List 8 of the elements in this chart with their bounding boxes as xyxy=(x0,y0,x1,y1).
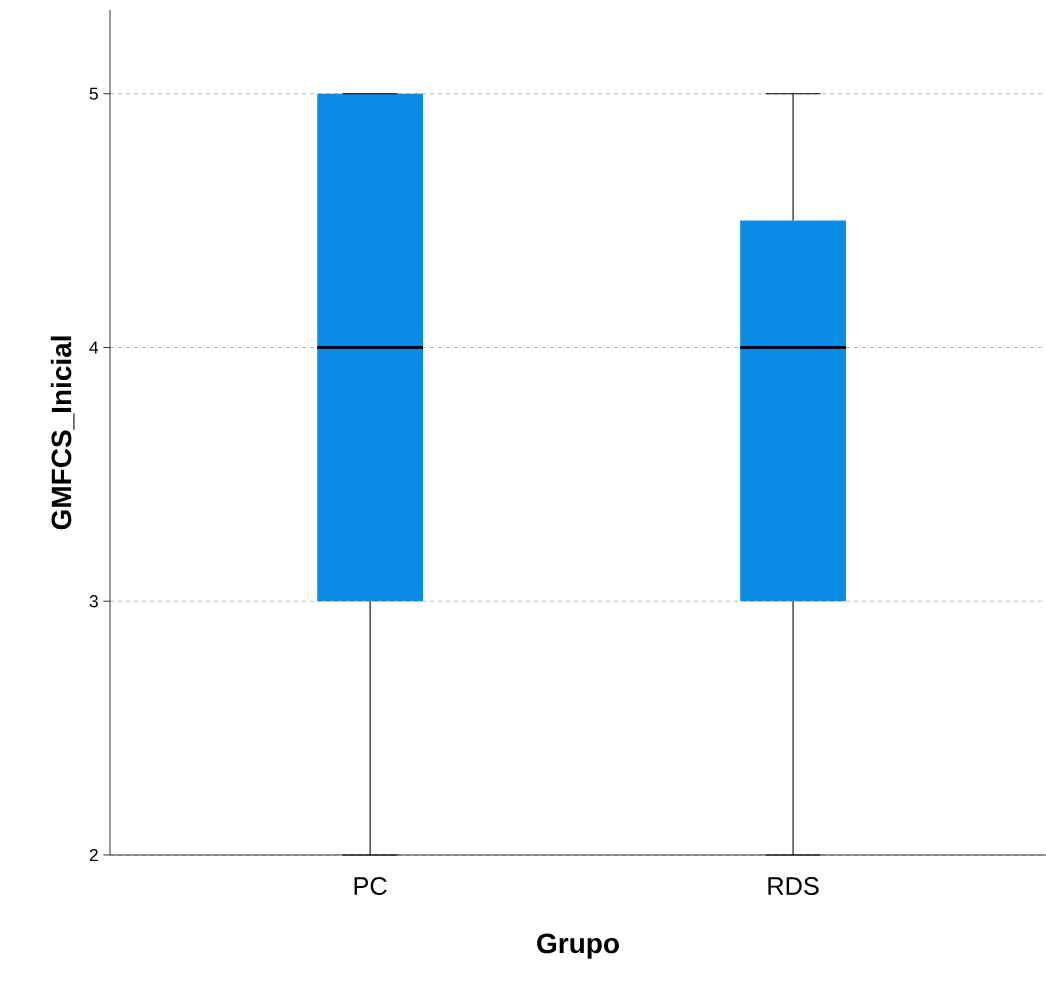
y-tick-label: 3 xyxy=(89,595,98,608)
x-tick-label: PC xyxy=(354,877,387,895)
y-axis-title: GMFCS_Inicial xyxy=(50,336,75,530)
y-tick-label: 2 xyxy=(89,848,98,862)
x-tick-label: RDS xyxy=(768,877,819,895)
x-axis-title: Grupo xyxy=(537,933,619,959)
y-tick-label: 4 xyxy=(89,341,99,354)
y-tick-label: 5 xyxy=(89,87,98,100)
